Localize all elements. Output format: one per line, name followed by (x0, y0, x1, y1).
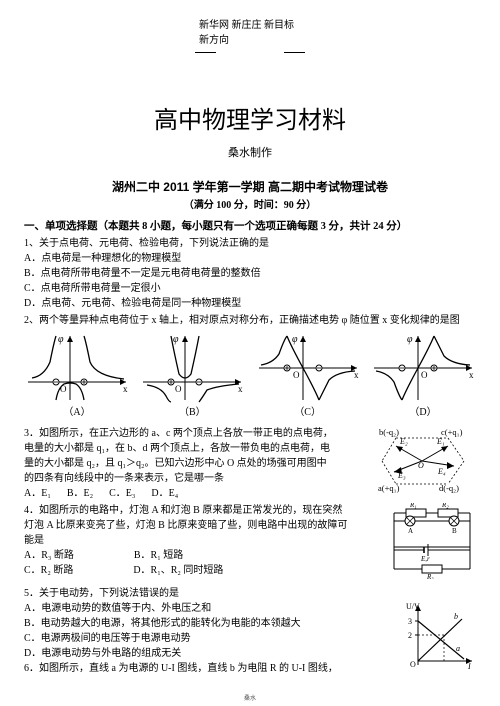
q3-figure: b(-q₂) c(+q₁) d(-q₂) a(+q₁) O E₂ E₁ E₄ E… (376, 426, 476, 501)
main-title: 高中物理学习材料 (24, 103, 476, 139)
q3-stem-2: 电量的大小都是 q₁，在 b、d 两个顶点上，各放一带负电的点电荷，电 (24, 441, 372, 456)
axis-o: O (421, 370, 428, 380)
lbl-B: B (452, 527, 457, 535)
header-note: 新华网 新庄庄 新目标 新方向 (199, 18, 301, 48)
q1-opt-a: A．点电荷是一种理想化的物理模型 (24, 251, 476, 266)
q6-figure: U/V I O 3 2 a b (406, 601, 476, 676)
q4-stem-3: 能是 (24, 533, 384, 548)
axis-x: x (469, 370, 474, 380)
q3-opt-b: B．E₂ (67, 486, 93, 501)
lbl-c: c(+q₁) (441, 427, 463, 437)
question-2: 2、两个等量异种点电荷位于 x 轴上，相对原点对称分布，正确描述电势 φ 随位置… (24, 313, 476, 420)
q5-opt-b: B．电动势越大的电源，将其他形式的能转化为电能的本领越大 (24, 616, 402, 631)
lbl-R2: R₂ (441, 503, 449, 509)
q6-stem: 6．如图所示，直线 a 为电源的 U-I 图线，直线 b 为电阻 R 的 U-I… (24, 661, 402, 676)
axis-o: O (293, 370, 300, 380)
q2-fig-a: x φ O （A） (24, 332, 130, 420)
q4-opt-a: A．R₃ 断路 (24, 548, 74, 563)
q3-opt-c: C．E₃ (109, 486, 135, 501)
lbl-b: b(-q₂) (379, 427, 399, 437)
section-1-head: 一、单项选择题（本题共 8 小题，每小题只有一个选项正确每题 3 分，共计 24… (24, 219, 476, 235)
axis-x: x (123, 384, 128, 394)
lbl-a: a(+q₁) (378, 483, 400, 493)
q1-opt-b: B．点电荷所带电荷量不一定是元电荷电荷量的整数倍 (24, 266, 476, 281)
q1-opt-d: D．点电荷、元电荷、检验电荷是同一种物理模型 (24, 296, 476, 311)
question-3: 3．如图所示，在正六边形的 a、c 两个顶点上各放一带正电的点电荷， 电量的大小… (24, 426, 476, 501)
q3-opts: A．E₁ B．E₂ C．E₃ D．E₄ (24, 486, 372, 501)
q3-stem-1: 3．如图所示，在正六边形的 a、c 两个顶点上各放一带正电的点电荷， (24, 426, 372, 441)
lbl-b: b (454, 612, 458, 621)
q2-fig-b: x φ O （B） (139, 332, 245, 420)
q4-stem-1: 4．如图所示的电路中，灯泡 A 和灯泡 B 原来都是正常发光的，现在突然 (24, 503, 384, 518)
lbl-E3: E₃ (397, 471, 406, 480)
lbl-d: d(-q₂) (439, 483, 459, 493)
q2-stem: 2、两个等量异种点电荷位于 x 轴上，相对原点对称分布，正确描述电势 φ 随位置… (24, 313, 476, 328)
lbl-E4: E₄ (437, 467, 446, 476)
exam-sub: （满分 100 分，时间：90 分） (24, 198, 476, 213)
lbl-E1: E₁ (436, 437, 445, 446)
axis-o: O (175, 384, 182, 394)
q3-opt-d: D．E₄ (151, 486, 178, 501)
exam-title: 湖州二中 2011 学年第一学期 高二期中考试物理试卷 (24, 178, 476, 196)
question-5: 5．关于电动势，下列说法错误的是 A．电源电动势的数值等于内、外电压之和 B．电… (24, 586, 476, 676)
axis-y: φ (407, 334, 413, 345)
axis-y: φ (58, 334, 64, 345)
tick-2: 2 (408, 631, 412, 640)
header-rule-top: 新华网 新庄庄 新目标 新方向 (195, 18, 305, 48)
question-1: 1、关于点电荷、元电荷、检验电荷，下列说法正确的是 A．点电荷是一种理想化的物理… (24, 236, 476, 311)
q1-opt-c: C．点电荷所带电荷量一定很小 (24, 281, 476, 296)
tick-3: 3 (408, 617, 412, 626)
axis-y: φ (292, 334, 298, 345)
q4-opt-d: D．R₁、R₂ 同时短路 (133, 563, 223, 578)
q4-opt-b: B．R₁ 短路 (134, 548, 183, 563)
question-4: 4．如图所示的电路中，灯泡 A 和灯泡 B 原来都是正常发光的，现在突然 灯泡 … (24, 503, 476, 584)
lbl-a: a (456, 644, 460, 653)
lbl-E2: E₂ (399, 437, 408, 446)
q2-figures: x φ O （A） x φ O (24, 332, 476, 420)
q3-stem-3: 量的大小都是 q₂，且 q₁＞q₂。已知六边形中心 O 点处的场强可用图中 (24, 456, 372, 471)
lbl-R3: R₃ (426, 573, 434, 579)
axis-x: x (238, 384, 243, 394)
q2-cap-d: （D） (370, 405, 476, 420)
q2-fig-c: x φ O （C） (255, 332, 361, 420)
q3-stem-4: 的四条有向线段中的一条来表示，它是哪一条 (24, 471, 372, 486)
axis-O: O (410, 660, 416, 669)
axis-o: O (60, 384, 67, 394)
lbl-A: A (408, 527, 413, 535)
footer-mark: 桑水 (0, 695, 500, 704)
axis-y: φ (173, 334, 179, 345)
subtitle: 桑水制作 (24, 145, 476, 162)
q4-opt-c: C．R₂ 断路 (24, 563, 73, 578)
lbl-Er: E,r (420, 555, 430, 563)
q2-cap-c: （C） (255, 405, 361, 420)
q3-opt-a: A．E₁ (24, 486, 51, 501)
q5-opt-d: D．电源电动势与外电路的组成无关 (24, 646, 402, 661)
q5-opt-a: A．电源电动势的数值等于内、外电压之和 (24, 601, 402, 616)
header-rule-bottom (195, 52, 305, 53)
axis-U: U/V (406, 602, 420, 611)
q4-stem-2: 灯泡 A 比原来变亮了些，灯泡 B 比原来变暗了些，则电路中出现的故障可 (24, 518, 384, 533)
q1-stem: 1、关于点电荷、元电荷、检验电荷，下列说法正确的是 (24, 236, 476, 251)
q2-cap-a: （A） (24, 405, 130, 420)
q5-opt-c: C．电源两极间的电压等于电源电动势 (24, 631, 402, 646)
q4-figure: R₁ R₂ A B E,r (388, 503, 476, 584)
lbl-R1: R₁ (409, 503, 417, 509)
q2-cap-b: （B） (139, 405, 245, 420)
axis-I: I (467, 662, 471, 671)
q2-fig-d: x φ O （D） (370, 332, 476, 420)
q5-stem: 5．关于电动势，下列说法错误的是 (24, 586, 402, 601)
